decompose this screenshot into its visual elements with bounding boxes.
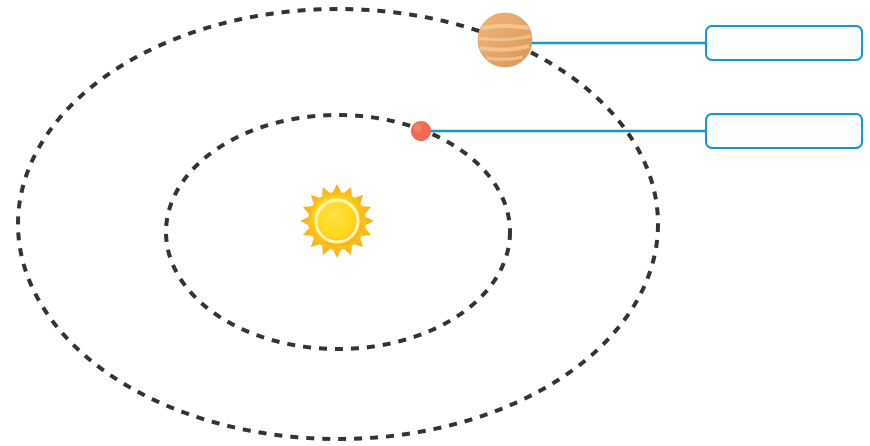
small-red-planet-icon	[411, 121, 431, 141]
banded-planet-icon	[477, 12, 533, 68]
sun-icon	[300, 184, 374, 258]
outer-planet-label-box[interactable]	[705, 25, 863, 61]
inner-planet-label-box[interactable]	[705, 113, 863, 149]
inner-orbit	[164, 113, 512, 351]
outer-orbit	[16, 7, 660, 441]
